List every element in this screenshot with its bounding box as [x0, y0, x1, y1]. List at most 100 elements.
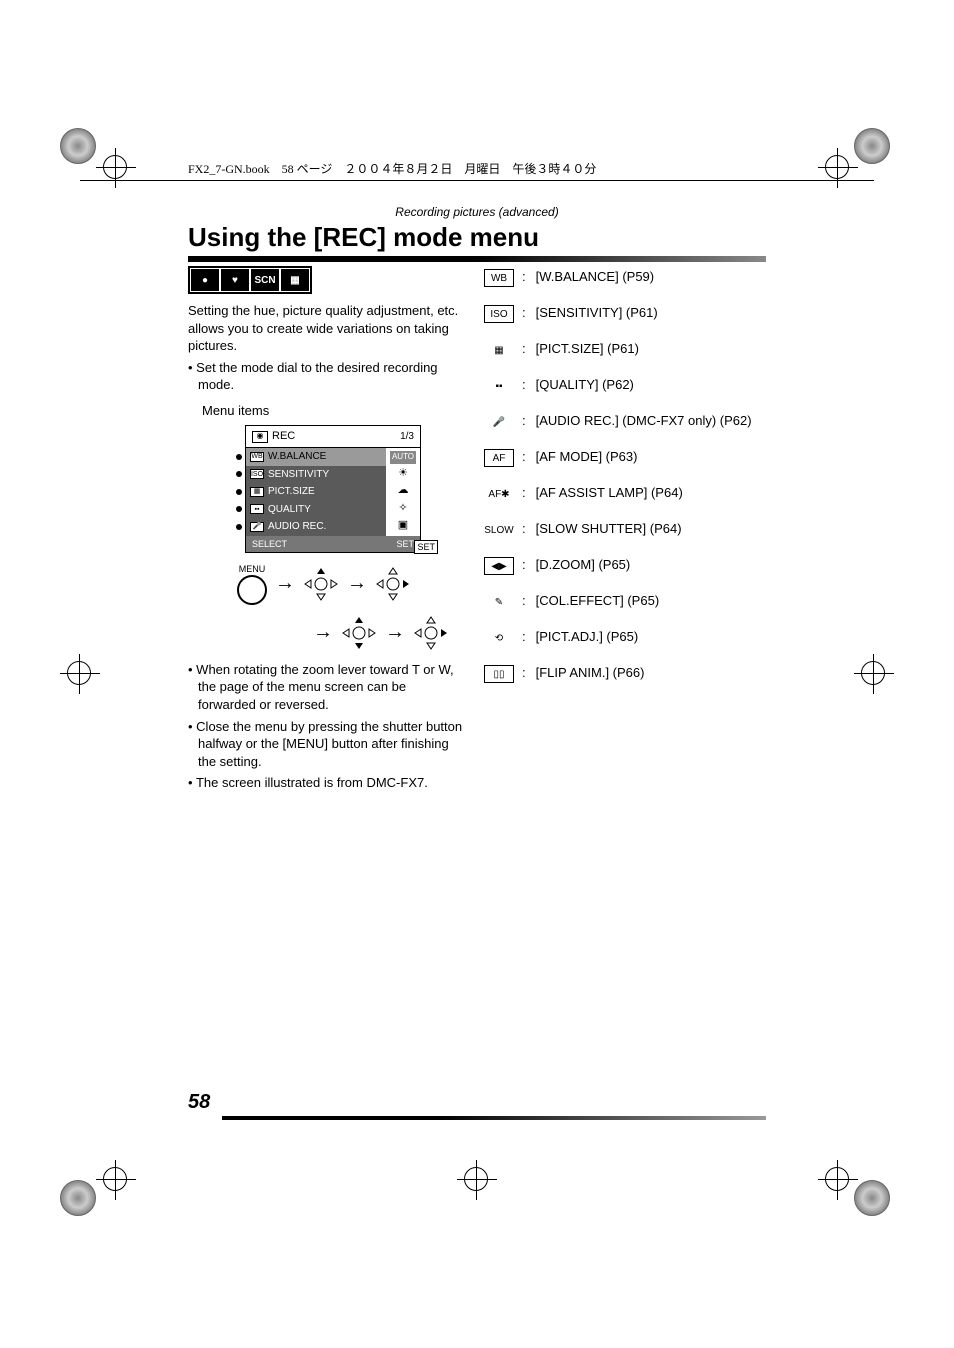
ref-icon: ▯▯ — [484, 665, 514, 683]
bullet-item: • When rotating the zoom lever toward T … — [188, 661, 466, 714]
menu-ref-row: ▯▯:[FLIP ANIM.] (P66) — [484, 665, 766, 683]
bullet-text: When rotating the zoom lever toward T or… — [196, 662, 453, 712]
dpad-icon — [341, 615, 377, 651]
mode-icon: ♥ — [221, 269, 249, 291]
arrow-icon: → — [313, 619, 333, 646]
ref-icon: WB — [484, 269, 514, 287]
arrow-icon: → — [347, 570, 367, 597]
colon: : — [522, 629, 526, 644]
ref-icon: SLOW — [484, 521, 514, 539]
set-badge: SET — [414, 540, 438, 554]
ref-label: [AF MODE] (P63) — [536, 449, 638, 464]
side-icon: ☀ — [398, 466, 408, 481]
footer-select: SELECT — [252, 538, 287, 550]
footer-set: SET — [396, 538, 414, 550]
ref-icon: ▦ — [484, 341, 514, 359]
ref-label: [PICT.SIZE] (P61) — [536, 341, 639, 356]
row-label: PICT.SIZE — [268, 485, 315, 499]
arrow-icon: → — [385, 619, 405, 646]
ref-icon: 🎤 — [484, 413, 514, 431]
camera-icon: ◉ — [252, 431, 268, 443]
menu-row: WBW.BALANCE — [246, 448, 386, 466]
mode-icon: SCN — [251, 269, 279, 291]
bullet-text: The screen illustrated is from DMC-FX7. — [196, 775, 428, 790]
reg-mark-tl — [60, 128, 100, 168]
side-icon: ▣ — [398, 518, 408, 533]
ref-label: [W.BALANCE] (P59) — [536, 269, 654, 284]
reg-mark-tr — [854, 128, 894, 168]
menu-side-icons: AUTO ☀ ☁ ✧ ▣ — [386, 448, 420, 536]
ref-label: [SLOW SHUTTER] (P64) — [536, 521, 682, 536]
menu-ref-row: 🎤: [AUDIO REC.] (DMC-FX7 only) (P62) — [484, 413, 766, 431]
ref-label: [PICT.ADJ.] (P65) — [536, 629, 639, 644]
right-column: WB: [W.BALANCE] (P59) ISO:[SENSITIVITY] (P… — [484, 269, 766, 701]
arrow-icon: → — [275, 570, 295, 597]
colon: : — [522, 305, 526, 320]
menu-footer: SELECT SET — [246, 536, 420, 552]
menu-ref-row: ▦: [PICT.SIZE] (P61) — [484, 341, 766, 359]
dpad-icon — [413, 615, 449, 651]
ref-label: [QUALITY] (P62) — [536, 377, 634, 392]
intro-text: Setting the hue, picture quality adjustm… — [188, 302, 466, 355]
file-header: FX2_7-GN.book 58 ページ ２００４年８月２日 月曜日 午後３時４… — [188, 160, 596, 177]
dpad-icon — [303, 566, 339, 602]
menu-ref-row: AF✱:[AF ASSIST LAMP] (P64) — [484, 485, 766, 503]
crosshair-icon — [818, 1160, 858, 1200]
menu-ref-row: AF:[AF MODE] (P63) — [484, 449, 766, 467]
ref-icon: AF✱ — [484, 485, 514, 503]
menu-ref-row: ISO:[SENSITIVITY] (P61) — [484, 305, 766, 323]
crosshair-icon — [96, 148, 136, 188]
menu-items-label: Menu items — [202, 402, 466, 420]
colon: : — [522, 377, 526, 392]
row-icon: ISO — [250, 469, 264, 479]
page-heading: Using the [REC] mode menu — [188, 222, 539, 253]
reg-mark-bl — [60, 1180, 100, 1220]
ref-label: [AUDIO REC.] (DMC-FX7 only) (P62) — [536, 413, 752, 428]
crosshair-icon — [60, 654, 100, 694]
menu-row: ISO SENSITIVITY — [246, 466, 386, 484]
colon: : — [522, 557, 526, 572]
bullet-item: • Set the mode dial to the desired recor… — [188, 359, 466, 394]
menu-row: 🎤 AUDIO REC. — [246, 518, 386, 536]
heading-underline — [188, 256, 766, 262]
menu-ref-row: WB: [W.BALANCE] (P59) — [484, 269, 766, 287]
bullet-item: • The screen illustrated is from DMC-FX7… — [188, 774, 466, 792]
menu-ref-row: ✎:[COL.EFFECT] (P65) — [484, 593, 766, 611]
ref-label: [D.ZOOM] (P65) — [536, 557, 631, 572]
colon: : — [522, 341, 526, 356]
colon: : — [522, 269, 526, 284]
menu-row: ▦ PICT.SIZE — [246, 483, 386, 501]
ref-label: [AF ASSIST LAMP] (P64) — [536, 485, 683, 500]
menu-list: WBW.BALANCE ISO SENSITIVITY ▦ PICT.SIZE ▪▪… — [246, 448, 386, 536]
bullet-item: • Close the menu by pressing the shutter… — [188, 718, 466, 771]
menu-diagram: ◉ REC 1/3 WBW.BALANCE ISOSENSITIVITY ▦PI… — [217, 425, 437, 651]
colon: : — [522, 593, 526, 608]
section-label: Recording pictures (advanced) — [188, 205, 766, 219]
menu-ref-row: ⟲: [PICT.ADJ.] (P65) — [484, 629, 766, 647]
left-column: Setting the hue, picture quality adjustm… — [188, 302, 466, 796]
menu-screen: ◉ REC 1/3 WBW.BALANCE ISOSENSITIVITY ▦PI… — [245, 425, 421, 552]
header-rule — [80, 180, 874, 181]
row-icon: ▦ — [250, 487, 264, 497]
page-number: 58 — [188, 1091, 210, 1114]
nav-row-2: → → — [313, 615, 437, 651]
menu-ref-row: SLOW:[SLOW SHUTTER] (P64) — [484, 521, 766, 539]
ref-icon: ▪▪ — [484, 377, 514, 395]
row-label: AUDIO REC. — [268, 520, 326, 534]
colon: : — [522, 665, 526, 680]
row-label: SENSITIVITY — [268, 468, 329, 482]
crosshair-icon — [854, 654, 894, 694]
reg-mark-br — [854, 1180, 894, 1220]
menu-ref-row: ◀▶:[D.ZOOM] (P65) — [484, 557, 766, 575]
menu-row: ▪▪QUALITY — [246, 501, 386, 519]
colon: : — [522, 413, 526, 428]
ref-icon: ⟲ — [484, 629, 514, 647]
row-icon: 🎤 — [250, 522, 264, 532]
menu-ref-row: ▪▪: [QUALITY] (P62) — [484, 377, 766, 395]
colon: : — [522, 449, 526, 464]
dpad-icon — [375, 566, 411, 602]
nav-row-1: MENU → → — [237, 563, 437, 605]
crosshair-icon — [96, 1160, 136, 1200]
side-icon: ✧ — [398, 501, 407, 516]
row-label: W.BALANCE — [268, 450, 326, 464]
